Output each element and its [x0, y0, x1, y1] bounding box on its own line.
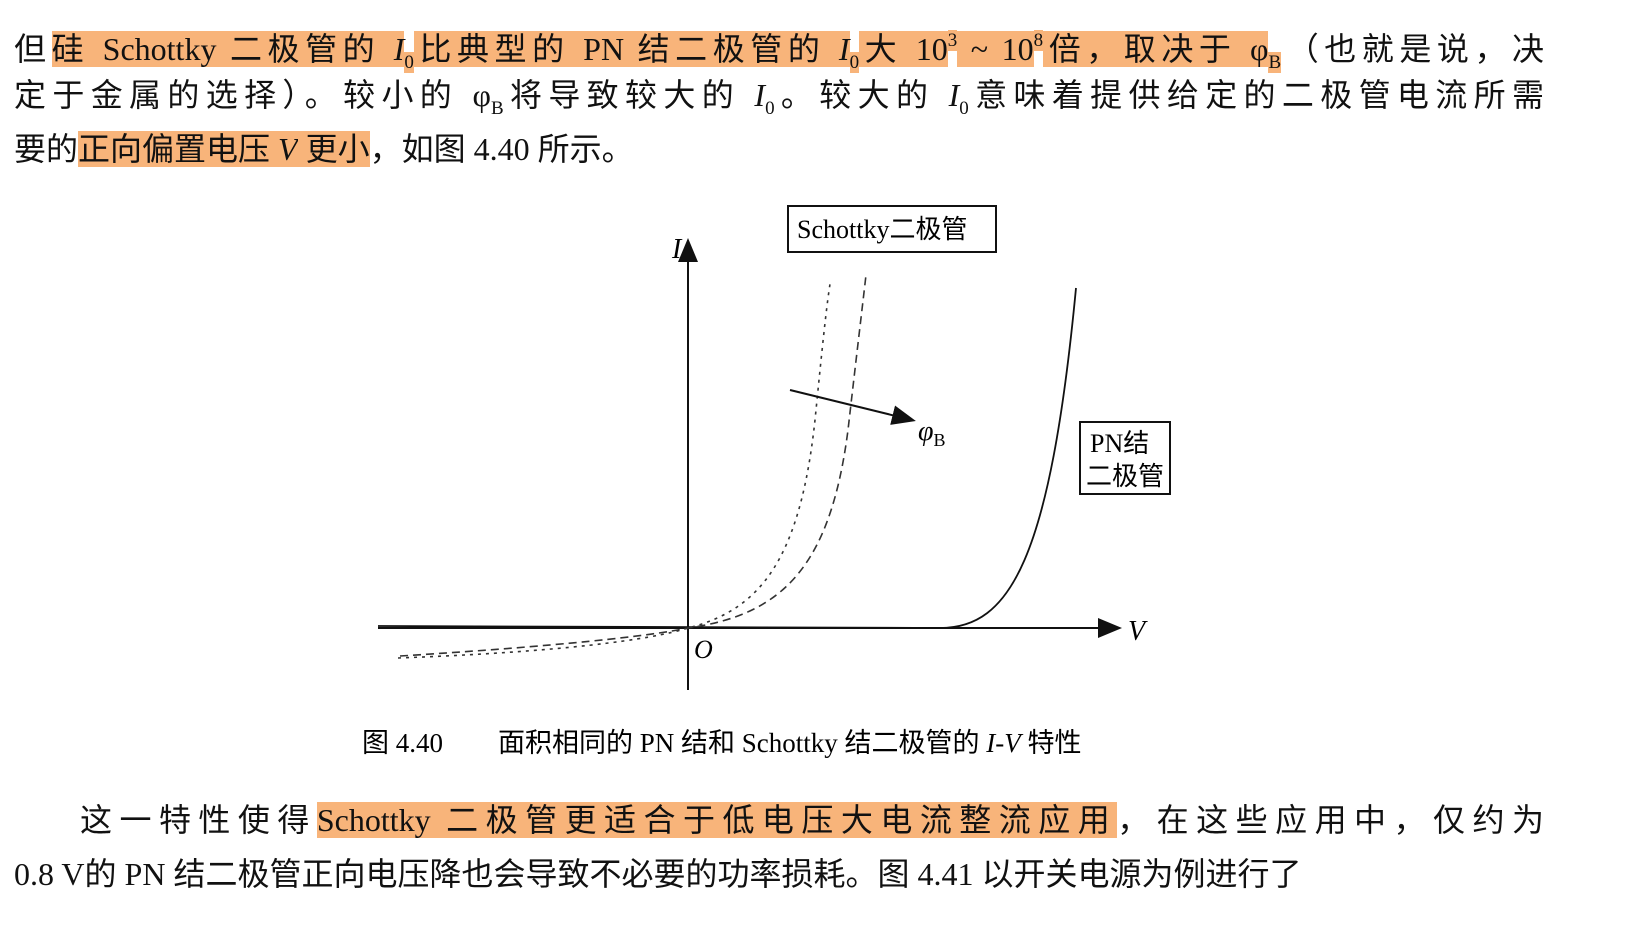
- text-line: 这一特性使得Schottky 二极管更适合于低电压大电流整流应用，在这些应用中，…: [14, 793, 1544, 847]
- highlighted-text: 正向偏置电压: [78, 131, 279, 167]
- trend-arrow: [789, 389, 916, 425]
- text: 但: [14, 31, 52, 67]
- caption-number: 图 4.40: [362, 728, 443, 758]
- text: 0.8 V的 PN 结二极管正向电压降也会导致不必要的功率损耗。图 4.41 以…: [14, 856, 1302, 892]
- text: ，如图 4.40 所示。: [369, 131, 634, 167]
- highlighted-text: I: [393, 31, 405, 67]
- highlighted-text: 硅 Schottky 二极管的: [51, 31, 394, 67]
- origin-label: O: [694, 635, 713, 664]
- highlighted-text: V: [278, 131, 298, 167]
- highlighted-text: 更小: [297, 131, 370, 167]
- highlighted-text: 0: [404, 52, 414, 73]
- text: ，在这些应用中，仅约为: [1117, 802, 1544, 838]
- highlighted-text: 8: [1033, 30, 1044, 51]
- text: I: [948, 77, 960, 113]
- caption-text: 面积相同的 PN 结和 Schottky 结二极管的: [498, 728, 986, 758]
- highlighted-text: ~ 10: [957, 31, 1034, 67]
- highlighted-text: B: [1268, 52, 1282, 73]
- phi: φ: [918, 416, 934, 447]
- highlighted-text: 3: [947, 30, 958, 51]
- highlighted-text: 0: [849, 52, 860, 73]
- schottky-curve: [399, 274, 867, 657]
- text-line: 但硅 Schottky 二极管的 I0比典型的 PN 结二极管的 I0大 103…: [14, 14, 1544, 73]
- paragraph: 这一特性使得Schottky 二极管更适合于低电压大电流整流应用，在这些应用中，…: [14, 793, 1544, 901]
- text: 要的: [14, 131, 79, 167]
- schottky-label: Schottky二极管: [797, 215, 967, 244]
- phi-label: φB: [918, 416, 946, 450]
- text-line: 0.8 V的 PN 结二极管正向电压降也会导致不必要的功率损耗。图 4.41 以…: [14, 847, 1544, 901]
- text-line: 要的正向偏置电压 V 更小，如图 4.40 所示。: [14, 122, 1544, 176]
- pn-label: 二极管: [1086, 462, 1164, 491]
- caption: 面积相同的 PN 结和 Schottky 结二极管的 I-V 特性: [498, 728, 1082, 758]
- text: 定于金属的选择）。较小的 φ: [14, 77, 491, 113]
- text: I: [754, 77, 766, 113]
- text: B: [490, 98, 504, 119]
- text: （也就是说，决: [1281, 31, 1544, 67]
- text: 意味着提供给定的二极管电流所需: [968, 77, 1544, 113]
- text: 0: [765, 98, 775, 119]
- highlighted-text: 大 10: [859, 31, 948, 67]
- axis-label: V: [1128, 616, 1148, 647]
- text: 。较大的: [774, 77, 949, 113]
- phi-sub: B: [934, 430, 946, 450]
- caption-italic: I-V: [985, 728, 1024, 758]
- pn-label: PN结: [1090, 429, 1149, 458]
- label-box: [1079, 421, 1171, 495]
- axis-label: I: [671, 234, 683, 265]
- label-box: [787, 205, 997, 253]
- text: 将导致较大的: [503, 77, 755, 113]
- highlighted-text: 比典型的 PN 结二极管的: [413, 31, 839, 67]
- caption-text: 特性: [1021, 728, 1082, 758]
- text: 这一特性使得: [80, 802, 317, 838]
- highlighted-text: I: [838, 31, 850, 67]
- highlighted-text: Schottky 二极管更适合于低电压大电流整流应用: [316, 802, 1118, 838]
- text-line: 定于金属的选择）。较小的 φB将导致较大的 I0。较大的 I0意味着提供给定的二…: [14, 68, 1544, 122]
- pn-curve: [377, 287, 1077, 629]
- paragraph: 但硅 Schottky 二极管的 I0比典型的 PN 结二极管的 I0大 103…: [14, 14, 1544, 176]
- schottky-curve: [397, 283, 831, 659]
- highlighted-text: 倍，取决于 φ: [1043, 31, 1269, 67]
- text: 0: [959, 98, 969, 119]
